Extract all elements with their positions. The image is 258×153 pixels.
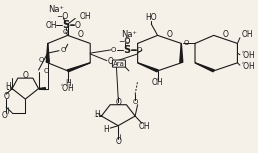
Text: O: O [3, 92, 9, 101]
Text: O: O [1, 111, 7, 120]
Text: −O: −O [118, 37, 130, 46]
Polygon shape [46, 43, 49, 62]
Text: O: O [167, 30, 173, 39]
Text: O: O [75, 21, 81, 30]
Text: O: O [223, 30, 229, 39]
Text: O: O [111, 47, 116, 53]
Text: O: O [43, 67, 49, 74]
Text: ʹOH: ʹOH [61, 84, 75, 93]
Text: O: O [115, 98, 121, 107]
Polygon shape [180, 43, 183, 62]
Text: O: O [115, 137, 121, 146]
Text: OH: OH [79, 12, 91, 21]
Text: H: H [6, 82, 12, 91]
Text: Ara: Ara [113, 61, 125, 67]
Text: H: H [103, 125, 109, 134]
Text: O: O [132, 99, 138, 105]
Text: OH: OH [139, 122, 150, 131]
Text: HO: HO [146, 13, 157, 22]
Text: Na⁺: Na⁺ [49, 5, 64, 14]
Text: S: S [62, 20, 69, 30]
Polygon shape [67, 63, 90, 72]
Text: OH: OH [242, 30, 253, 39]
Polygon shape [38, 88, 45, 90]
Text: O: O [107, 58, 113, 67]
Text: H: H [94, 110, 100, 119]
Text: OH: OH [152, 78, 163, 87]
Text: O: O [61, 47, 66, 53]
Text: O: O [137, 47, 142, 53]
Text: O: O [63, 29, 68, 35]
Text: −O: −O [57, 12, 69, 21]
Text: Na⁺: Na⁺ [121, 30, 137, 39]
Text: S: S [123, 45, 131, 55]
Text: OH: OH [46, 21, 57, 30]
Text: O: O [77, 30, 83, 39]
Polygon shape [138, 63, 158, 72]
Text: ʹOH: ʹOH [242, 62, 255, 71]
Polygon shape [195, 63, 215, 72]
Text: O: O [184, 40, 189, 47]
Text: O: O [22, 71, 28, 80]
Text: O: O [39, 57, 44, 63]
Text: H: H [65, 79, 71, 88]
Text: O: O [124, 38, 130, 44]
Text: ʹOH: ʹOH [242, 51, 255, 60]
